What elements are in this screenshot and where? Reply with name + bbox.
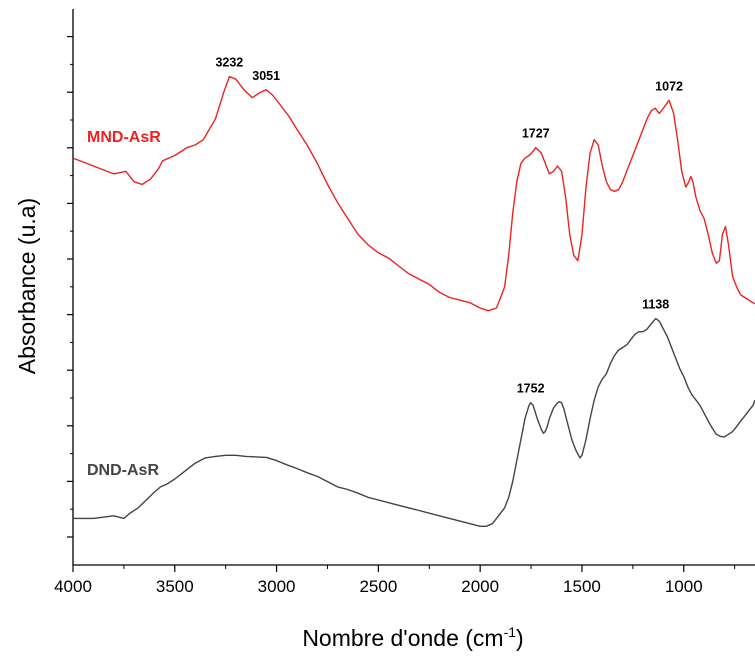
x-axis-ticks: 4000 3500 3000 2500 2000 1500 1000 xyxy=(54,565,736,596)
x-tick-label: 4000 xyxy=(54,577,92,596)
x-tick-label: 2000 xyxy=(461,577,499,596)
plot-frame xyxy=(72,9,755,566)
peak-label: 3232 xyxy=(215,56,243,70)
peak-label: 1138 xyxy=(642,298,669,312)
y-axis-ticks xyxy=(67,35,73,538)
x-axis-title-main: Nombre d'onde (cm xyxy=(302,625,503,651)
x-tick-label: 1000 xyxy=(665,577,703,596)
x-tick-label: 3000 xyxy=(258,577,296,596)
peak-label: 1072 xyxy=(655,79,683,93)
series-label-mnd-asr: MND-AsR xyxy=(87,129,161,146)
y-axis-title: Absorbance (u.a) xyxy=(14,198,40,374)
peak-label: 3051 xyxy=(252,69,280,83)
peak-label: 1727 xyxy=(522,127,550,141)
x-axis-title-superscript: -1 xyxy=(504,624,517,640)
series-layer xyxy=(72,75,755,527)
series-label-dnd-asr: DND-AsR xyxy=(87,462,159,479)
x-tick-label: 3500 xyxy=(156,577,194,596)
series-line-dnd-asr xyxy=(73,317,755,527)
x-axis-title: Nombre d'onde (cm-1) xyxy=(302,624,523,651)
x-tick-label: 2500 xyxy=(359,577,397,596)
x-tick-label: 1500 xyxy=(563,577,601,596)
label-layer: MND-AsR DND-AsR 3232 3051 1727 1072 1752 1138 xyxy=(87,56,683,479)
series-line-mnd-asr xyxy=(72,75,755,312)
x-axis-title-end: ) xyxy=(516,625,524,651)
peak-label: 1752 xyxy=(517,382,545,396)
